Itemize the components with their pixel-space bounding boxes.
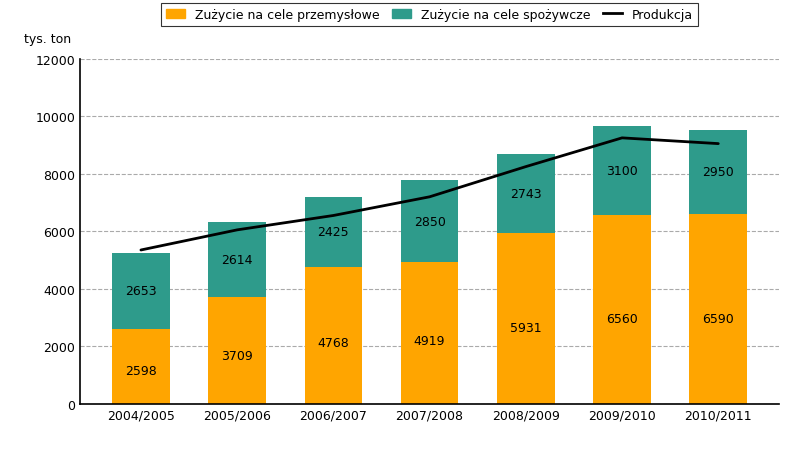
Bar [496, 234, 554, 404]
Bar [112, 330, 169, 404]
Text: 2653: 2653 [125, 285, 156, 298]
Bar [689, 215, 746, 404]
Text: 2614: 2614 [221, 253, 253, 267]
Bar [593, 127, 650, 216]
Text: 2950: 2950 [702, 166, 733, 179]
Text: 2743: 2743 [509, 188, 541, 201]
Text: 6590: 6590 [702, 313, 733, 325]
Bar [304, 267, 362, 404]
Legend: Zużycie na cele przemysłowe, Zużycie na cele spożywcze, Produkcja: Zużycie na cele przemysłowe, Zużycie na … [161, 4, 697, 27]
Bar [208, 297, 265, 404]
Text: 3709: 3709 [221, 350, 253, 363]
Text: 4768: 4768 [317, 336, 349, 349]
Bar [496, 155, 554, 234]
Text: 2598: 2598 [125, 364, 156, 377]
Bar [400, 263, 458, 404]
Text: 2425: 2425 [317, 226, 349, 239]
Bar [689, 130, 746, 215]
Bar [304, 197, 362, 267]
Bar [400, 181, 458, 263]
Text: 2850: 2850 [413, 215, 445, 229]
Text: 6560: 6560 [606, 313, 637, 326]
Text: 3100: 3100 [606, 165, 637, 178]
Text: tys. ton: tys. ton [24, 33, 71, 46]
Bar [112, 253, 169, 330]
Text: 4919: 4919 [413, 334, 445, 347]
Text: 5931: 5931 [509, 321, 541, 334]
Bar [593, 216, 650, 404]
Bar [208, 223, 265, 297]
